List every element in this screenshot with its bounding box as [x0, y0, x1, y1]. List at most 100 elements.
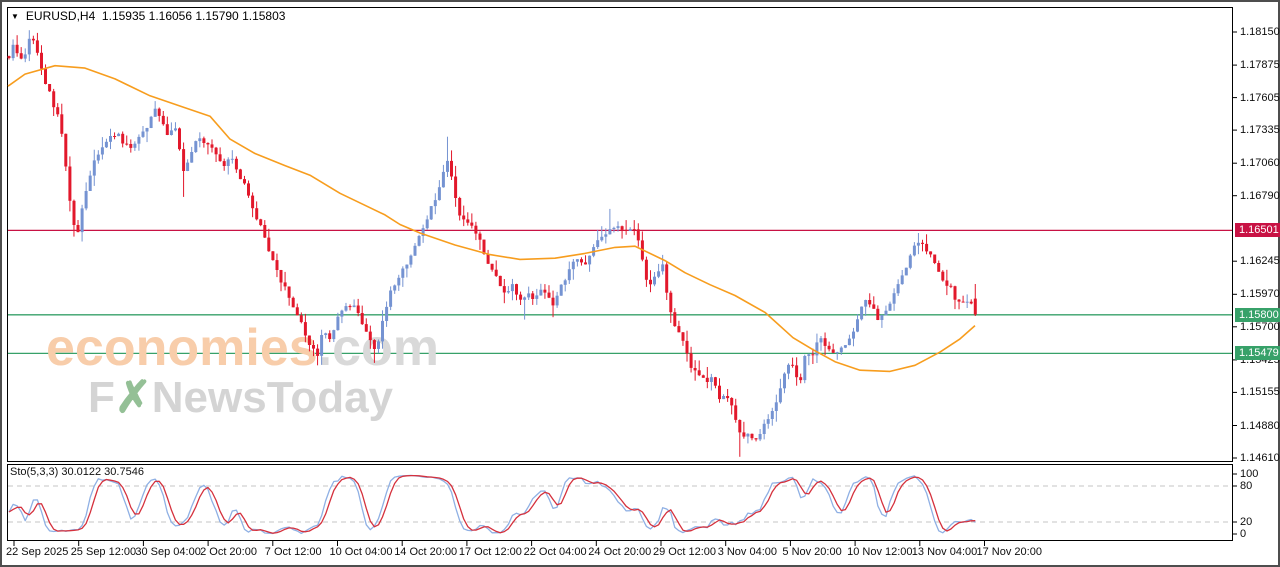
candle: [125, 135, 129, 146]
price-tick-label: 1.17335: [1240, 124, 1280, 137]
price-tick-label: 1.15970: [1240, 288, 1280, 301]
time-tick-label: 17 Nov 20:00: [976, 546, 1042, 558]
candle: [709, 373, 713, 391]
symbol-header: ▼ EURUSD,H4 1.15935 1.16056 1.15790 1.158…: [11, 9, 285, 23]
candle: [425, 215, 429, 230]
candle: [182, 142, 186, 197]
candle: [145, 127, 149, 143]
time-tick-label: 10 Nov 12:00: [847, 546, 913, 558]
candle: [377, 339, 380, 354]
candle: [750, 433, 754, 441]
candle: [413, 243, 417, 256]
oscillator-level-label: 100: [1240, 468, 1259, 480]
stochastic-main-line: [8, 474, 976, 535]
moving-average-line[interactable]: [7, 64, 976, 373]
candle: [263, 220, 267, 238]
candle: [15, 35, 19, 57]
candle: [908, 253, 912, 270]
candle: [68, 156, 72, 212]
candle: [945, 269, 949, 296]
candle: [953, 285, 957, 310]
candle: [206, 142, 210, 155]
candle: [320, 329, 324, 365]
candle: [255, 201, 259, 221]
candle: [226, 157, 230, 175]
candlestick-series: [7, 30, 977, 457]
candle: [888, 301, 892, 311]
price-line-badge[interactable]: 1.15800: [1235, 307, 1280, 322]
candle: [433, 193, 437, 215]
candle: [738, 419, 742, 457]
candle: [96, 150, 100, 164]
candle: [324, 332, 328, 339]
candle: [880, 314, 884, 328]
candle: [762, 419, 766, 440]
candle: [153, 101, 157, 117]
candle: [746, 433, 750, 444]
price-line-badge[interactable]: 1.16501: [1235, 223, 1280, 238]
candle: [827, 341, 831, 352]
price-tick-label: 1.17060: [1240, 157, 1280, 170]
chevron-down-icon[interactable]: ▼: [11, 11, 19, 21]
candle: [506, 286, 510, 294]
candle: [661, 254, 665, 275]
candle: [644, 256, 648, 287]
candle: [823, 332, 827, 356]
candle: [198, 132, 202, 148]
price-tick-label: 1.16245: [1240, 255, 1280, 268]
candle: [161, 111, 165, 126]
candle: [303, 313, 307, 343]
candle: [178, 127, 181, 151]
candle: [795, 357, 799, 386]
candle: [385, 301, 389, 327]
price-line-badge[interactable]: 1.15479: [1235, 346, 1280, 361]
candle: [287, 286, 291, 306]
watermark-tagline-f: F: [88, 373, 115, 422]
candle: [523, 296, 527, 320]
time-tick-label: 30 Sep 04:00: [135, 546, 201, 558]
candle: [48, 84, 52, 92]
candle: [27, 30, 31, 62]
time-tick-label: 3 Nov 04:00: [717, 546, 778, 558]
candle: [510, 278, 514, 301]
time-tick-label: 24 Oct 20:00: [588, 546, 652, 558]
candle: [770, 407, 774, 426]
candle: [555, 291, 559, 308]
candle: [819, 336, 823, 351]
candle: [466, 212, 470, 226]
candle: [397, 274, 401, 291]
candle: [92, 149, 96, 186]
candle: [133, 141, 137, 151]
candle: [454, 165, 458, 207]
candle: [19, 47, 23, 60]
candle: [843, 345, 847, 349]
candle: [238, 168, 242, 180]
time-tick-label: 2 Oct 20:00: [200, 546, 257, 558]
candle: [230, 150, 234, 164]
candle: [259, 218, 263, 227]
price-tick-label: 1.15155: [1240, 386, 1280, 399]
candle: [515, 283, 518, 301]
candle: [787, 363, 790, 380]
candle: [791, 357, 795, 368]
candle: [864, 299, 868, 316]
candle: [336, 312, 340, 331]
candle: [494, 260, 498, 277]
candle: [766, 414, 770, 429]
candle: [916, 233, 920, 255]
candle: [498, 275, 502, 287]
candle: [701, 374, 705, 378]
candle: [567, 261, 571, 284]
candle: [247, 180, 250, 198]
candle: [961, 295, 965, 303]
candle: [722, 394, 726, 400]
candle: [624, 220, 628, 235]
candle: [486, 249, 490, 264]
candle: [372, 339, 376, 363]
candle: [973, 284, 977, 316]
candle: [52, 88, 56, 116]
candle: [409, 254, 413, 268]
candle: [360, 305, 364, 325]
candle: [316, 344, 320, 366]
